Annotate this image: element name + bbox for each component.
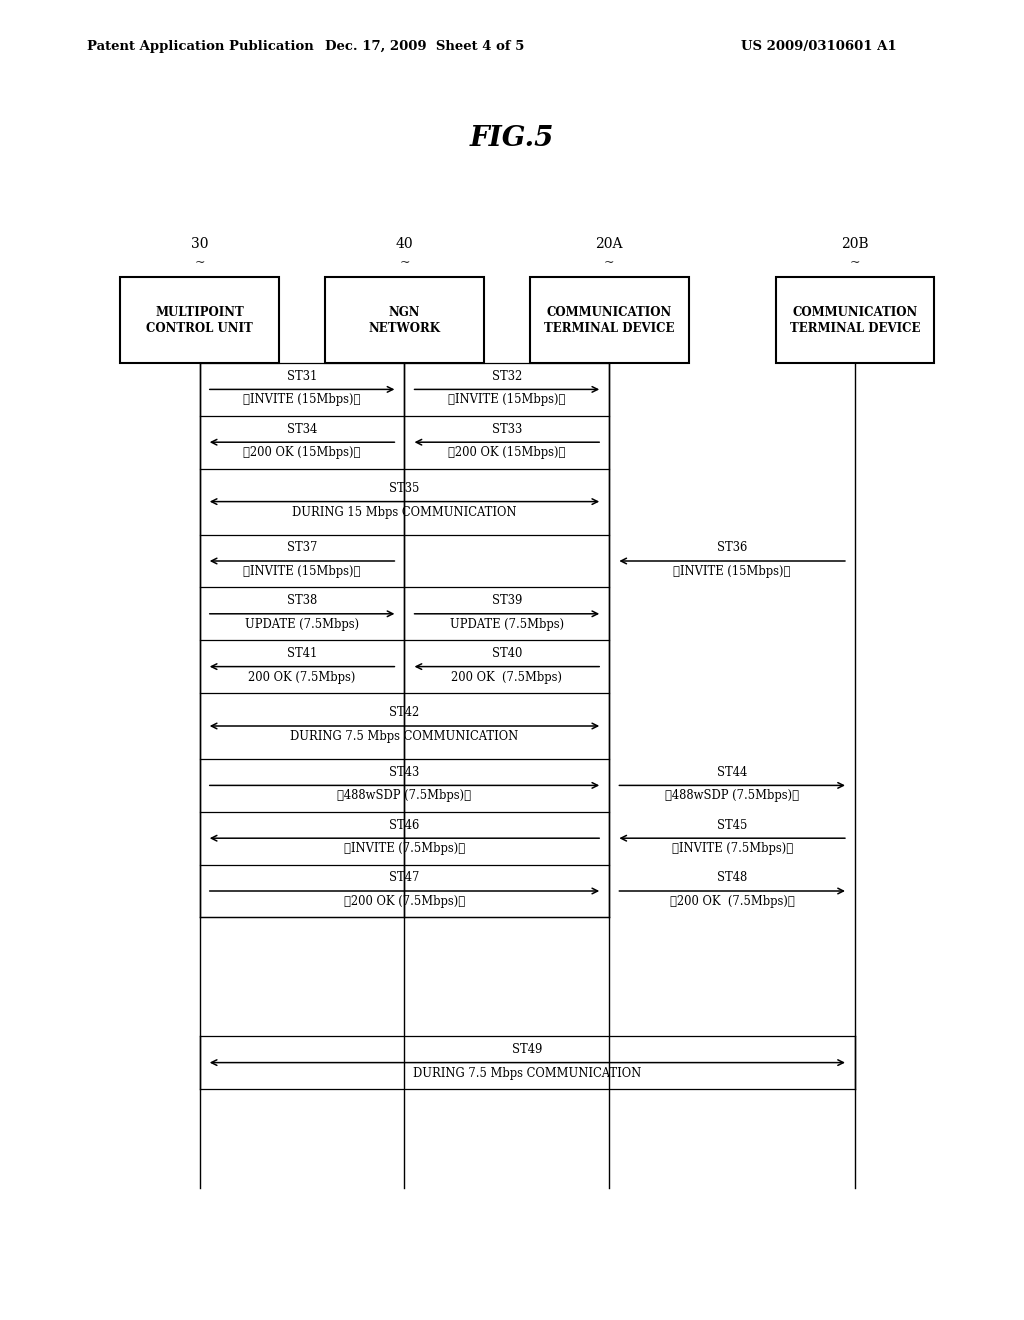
Text: MULTIPOINT
CONTROL UNIT: MULTIPOINT CONTROL UNIT	[146, 306, 253, 334]
Text: ST46: ST46	[389, 818, 420, 832]
Text: ST39: ST39	[492, 594, 522, 607]
Text: ST36: ST36	[717, 541, 748, 554]
Text: Patent Application Publication: Patent Application Publication	[87, 40, 313, 53]
Text: 200 OK (7.5Mbps): 200 OK (7.5Mbps)	[249, 671, 355, 684]
Text: ~: ~	[195, 256, 205, 269]
Text: DURING 7.5 Mbps COMMUNICATION: DURING 7.5 Mbps COMMUNICATION	[291, 730, 518, 743]
Text: 40: 40	[395, 236, 414, 251]
Text: 「488wSDP (7.5Mbps)」: 「488wSDP (7.5Mbps)」	[666, 789, 799, 803]
Text: ~: ~	[399, 256, 410, 269]
Text: 「INVITE (15Mbps)」: 「INVITE (15Mbps)」	[244, 393, 360, 407]
Text: ~: ~	[604, 256, 614, 269]
Text: DURING 7.5 Mbps COMMUNICATION: DURING 7.5 Mbps COMMUNICATION	[414, 1067, 641, 1080]
Text: ST45: ST45	[717, 818, 748, 832]
Text: 20A: 20A	[596, 236, 623, 251]
Text: ST49: ST49	[512, 1043, 543, 1056]
Text: ST48: ST48	[717, 871, 748, 884]
Text: 「200 OK (15Mbps)」: 「200 OK (15Mbps)」	[244, 446, 360, 459]
Text: ST40: ST40	[492, 647, 522, 660]
Text: 「INVITE (7.5Mbps)」: 「INVITE (7.5Mbps)」	[672, 842, 793, 855]
Text: ST47: ST47	[389, 871, 420, 884]
Text: 「INVITE (7.5Mbps)」: 「INVITE (7.5Mbps)」	[344, 842, 465, 855]
Text: 「200 OK  (7.5Mbps)」: 「200 OK (7.5Mbps)」	[670, 895, 795, 908]
Text: ST35: ST35	[389, 482, 420, 495]
Text: 「INVITE (15Mbps)」: 「INVITE (15Mbps)」	[674, 565, 791, 578]
Bar	[776, 277, 934, 363]
Text: ST41: ST41	[287, 647, 317, 660]
Text: 「200 OK (15Mbps)」: 「200 OK (15Mbps)」	[449, 446, 565, 459]
Text: 「INVITE (15Mbps)」: 「INVITE (15Mbps)」	[244, 565, 360, 578]
Text: FIG.5: FIG.5	[470, 125, 554, 152]
Text: 200 OK  (7.5Mbps): 200 OK (7.5Mbps)	[452, 671, 562, 684]
Text: ST42: ST42	[389, 706, 420, 719]
Bar	[326, 277, 484, 363]
Text: Dec. 17, 2009  Sheet 4 of 5: Dec. 17, 2009 Sheet 4 of 5	[326, 40, 524, 53]
Text: 30: 30	[190, 236, 209, 251]
Text: 「200 OK (7.5Mbps)」: 「200 OK (7.5Mbps)」	[344, 895, 465, 908]
Text: US 2009/0310601 A1: US 2009/0310601 A1	[741, 40, 897, 53]
Text: 「INVITE (15Mbps)」: 「INVITE (15Mbps)」	[449, 393, 565, 407]
Text: ST38: ST38	[287, 594, 317, 607]
Bar	[121, 277, 279, 363]
Text: ST32: ST32	[492, 370, 522, 383]
Text: ST44: ST44	[717, 766, 748, 779]
Text: ST33: ST33	[492, 422, 522, 436]
Text: ST43: ST43	[389, 766, 420, 779]
Text: COMMUNICATION
TERMINAL DEVICE: COMMUNICATION TERMINAL DEVICE	[544, 306, 675, 334]
Text: 「488wSDP (7.5Mbps)」: 「488wSDP (7.5Mbps)」	[338, 789, 471, 803]
Text: ST31: ST31	[287, 370, 317, 383]
Text: ~: ~	[850, 256, 860, 269]
Text: COMMUNICATION
TERMINAL DEVICE: COMMUNICATION TERMINAL DEVICE	[790, 306, 921, 334]
Text: 20B: 20B	[842, 236, 868, 251]
Text: NGN
NETWORK: NGN NETWORK	[369, 306, 440, 334]
Text: UPDATE (7.5Mbps): UPDATE (7.5Mbps)	[245, 618, 359, 631]
Text: DURING 15 Mbps COMMUNICATION: DURING 15 Mbps COMMUNICATION	[292, 506, 517, 519]
Text: UPDATE (7.5Mbps): UPDATE (7.5Mbps)	[450, 618, 564, 631]
Bar	[530, 277, 688, 363]
Text: ST34: ST34	[287, 422, 317, 436]
Text: ST37: ST37	[287, 541, 317, 554]
